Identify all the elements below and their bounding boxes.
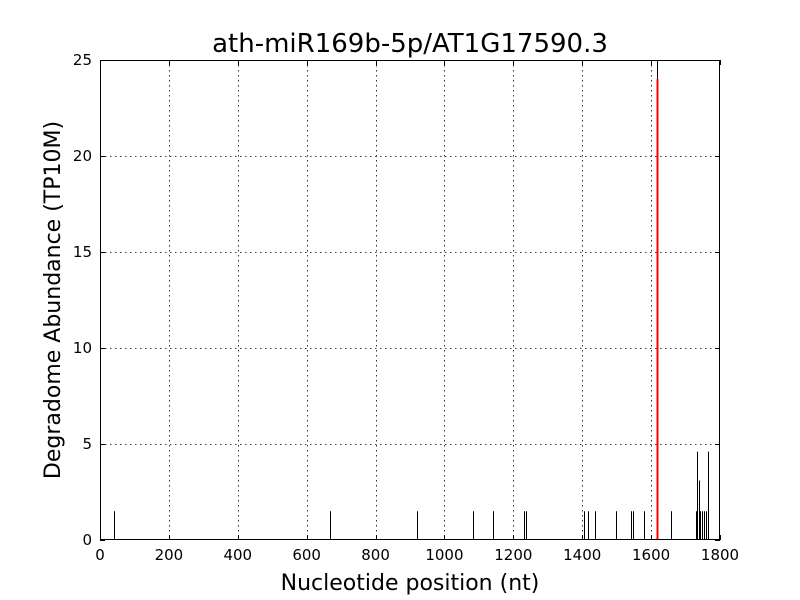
x-tick-label: 400 (223, 546, 252, 564)
x-tick-label: 200 (155, 546, 184, 564)
x-tick-label: 600 (292, 546, 321, 564)
y-tick-label: 5 (82, 435, 92, 453)
x-tick-label: 800 (361, 546, 390, 564)
bars-layer (114, 60, 709, 540)
x-axis-label: Nucleotide position (nt) (281, 571, 540, 596)
x-tick-label: 0 (95, 546, 105, 564)
y-tick-label: 15 (73, 243, 92, 261)
x-tick-label: 1000 (425, 546, 463, 564)
y-tick-label: 0 (82, 531, 92, 549)
x-tick-label: 1200 (494, 546, 532, 564)
y-tick-label: 20 (73, 147, 92, 165)
x-tick-label: 1800 (701, 546, 739, 564)
x-tick-label: 1600 (632, 546, 670, 564)
y-tick-label: 25 (73, 51, 92, 69)
ticks-layer: 0 200 400 600 800 1000 1200 1400 1600 1800 0 5 10 15 2… (73, 51, 739, 564)
y-axis-label: Degradome Abundance (TP10M) (41, 121, 66, 479)
y-tick-label: 10 (73, 339, 92, 357)
grid-layer (100, 60, 720, 540)
chart-title: ath-miR169b-5p/AT1G17590.3 (212, 29, 608, 59)
x-tick-label: 1400 (563, 546, 601, 564)
plot-frame (100, 60, 720, 540)
